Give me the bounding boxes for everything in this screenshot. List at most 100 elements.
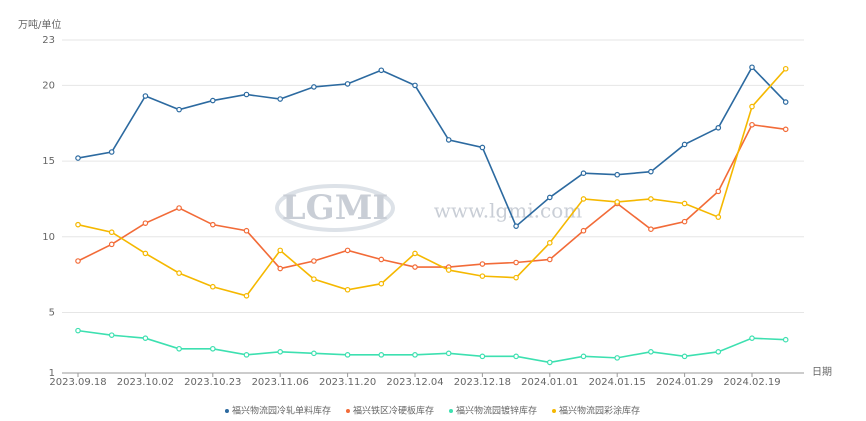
data-point: [75, 155, 81, 161]
data-point: [344, 286, 351, 293]
data-point: [108, 241, 115, 248]
data-point: [378, 256, 385, 263]
data-point: [311, 276, 317, 282]
data-point: [782, 99, 789, 105]
data-point: [142, 335, 149, 341]
data-point: [412, 82, 418, 89]
data-point: [412, 250, 418, 257]
data-point: [311, 258, 317, 264]
data-point: [108, 149, 115, 155]
data-point: [176, 106, 182, 113]
data-point: [75, 258, 81, 264]
x-tick-label: 2023.09.18: [49, 377, 106, 388]
data-point: [479, 273, 486, 279]
data-point: [210, 97, 216, 104]
data-point: [75, 327, 81, 334]
data-point: [210, 283, 216, 290]
data-point: [277, 247, 284, 254]
data-point: [546, 240, 553, 246]
data-point: [412, 264, 418, 270]
data-point: [715, 188, 722, 195]
legend-marker: [224, 409, 229, 413]
series-line: [77, 123, 786, 270]
data-point: [479, 261, 486, 267]
watermark-logo: LGMI: [282, 188, 388, 228]
data-point: [614, 171, 621, 178]
x-tick-label: 2023.10.02: [117, 377, 174, 388]
data-point: [681, 353, 688, 360]
data-point: [648, 196, 654, 202]
data-point: [580, 196, 587, 202]
watermark-url: www.lgmi.com: [434, 199, 583, 223]
x-tick-label: 2023.10.23: [184, 377, 241, 388]
data-point: [176, 205, 182, 211]
y-tick-label: 15: [42, 156, 55, 167]
watermark-logo-ring: [275, 184, 395, 232]
data-point: [479, 353, 486, 360]
data-point: [580, 170, 587, 177]
data-point: [142, 220, 149, 226]
data-point: [546, 359, 553, 366]
y-tick-label: 5: [49, 307, 55, 318]
data-point: [344, 352, 351, 358]
data-point: [378, 67, 385, 74]
data-point: [648, 168, 654, 175]
data-point: [546, 256, 553, 263]
data-point: [311, 84, 317, 90]
data-point: [311, 350, 317, 357]
y-tick-label: 10: [42, 232, 55, 243]
legend-label: 福兴物流园冷轧单料库存: [232, 405, 331, 417]
data-point: [277, 349, 284, 355]
x-tick-label: 2023.12.04: [386, 377, 443, 388]
y-axis-label: 万吨/单位: [18, 18, 61, 31]
legend-label: 福兴物流园彩涂库存: [559, 405, 640, 417]
data-point: [108, 229, 115, 236]
data-point: [176, 345, 182, 352]
data-point: [445, 267, 452, 273]
y-tick-label: 23: [42, 35, 55, 46]
data-point: [378, 280, 385, 287]
x-tick-label: 2024.01.15: [589, 377, 646, 388]
data-point: [445, 350, 452, 357]
series-line: [77, 68, 787, 297]
data-point: [614, 355, 621, 361]
data-point: [277, 96, 284, 102]
data-point: [648, 349, 654, 355]
legend-marker: [345, 409, 350, 413]
data-point: [243, 352, 250, 358]
x-tick-label: 2023.11.20: [319, 377, 376, 388]
x-tick-label: 2023.12.18: [454, 377, 511, 388]
legend-label: 福兴铁区冷硬板库存: [353, 405, 434, 417]
data-point: [715, 349, 722, 355]
x-tick-label: 2023.11.06: [252, 377, 309, 388]
legend-label: 福兴物流园镀锌库存: [456, 405, 537, 417]
data-point: [243, 227, 250, 234]
data-point: [715, 214, 722, 220]
data-point: [648, 226, 654, 233]
data-point: [176, 270, 182, 276]
data-point: [580, 353, 587, 360]
y-tick-label: 1: [49, 368, 55, 379]
data-point: [681, 200, 688, 207]
data-point: [513, 353, 519, 360]
data-point: [513, 274, 519, 281]
data-point: [75, 221, 81, 228]
data-point: [546, 194, 553, 201]
data-point: [681, 218, 688, 225]
data-point: [715, 124, 722, 131]
x-tick-label: 2024.01.29: [656, 377, 713, 388]
data-point: [243, 293, 250, 299]
data-point: [749, 64, 755, 71]
data-point: [580, 227, 587, 234]
data-point: [142, 93, 149, 99]
data-point: [782, 126, 789, 133]
data-point: [142, 250, 149, 257]
data-point: [412, 352, 418, 358]
data-point: [749, 121, 755, 128]
x-tick-label: 2024.02.19: [723, 377, 780, 388]
data-point: [445, 137, 452, 143]
x-axis-label: 日期: [812, 366, 832, 378]
data-point: [210, 345, 216, 352]
data-point: [479, 144, 486, 151]
